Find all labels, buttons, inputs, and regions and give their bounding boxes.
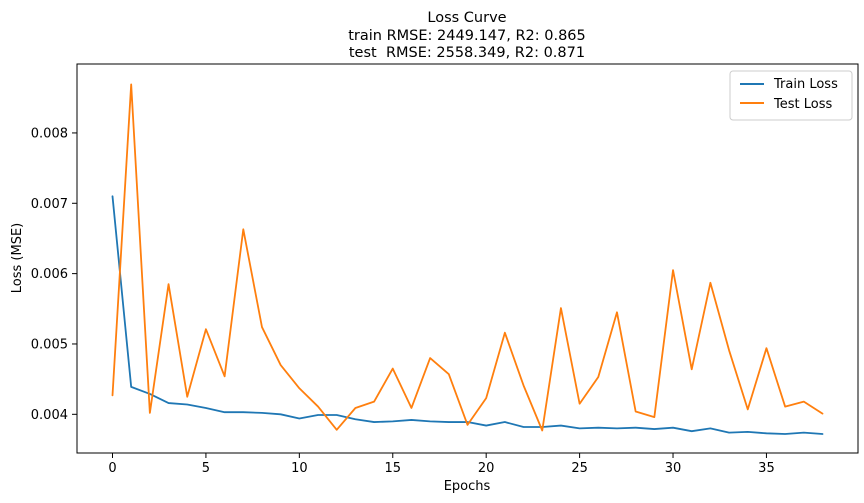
y-tick-label: 0.008 [31,126,68,141]
x-tick-label: 10 [291,461,308,476]
chart-title-line-1: Loss Curve [427,10,506,26]
series-line-test-loss [111,83,824,432]
y-tick-label: 0.004 [31,408,68,423]
x-tick-label: 15 [384,461,401,476]
y-tick-label: 0.006 [31,267,68,282]
chart-title-line-2: train RMSE: 2449.147, R2: 0.865 [348,28,586,44]
x-tick-label: 0 [108,461,116,476]
legend: Train Loss Test Loss [729,70,853,121]
y-axis-ticks: 0.004 0.005 0.006 0.007 0.008 [31,126,77,423]
series-line-train-loss [111,195,824,435]
x-axis-label: Epochs [444,479,491,494]
x-axis-ticks: 0 5 10 15 20 25 30 35 [108,453,775,476]
chart-title-line-3: test RMSE: 2558.349, R2: 0.871 [349,45,585,61]
legend-label-test-loss: Test Loss [773,97,832,112]
x-tick-label: 5 [202,461,210,476]
y-tick-label: 0.005 [31,337,68,352]
y-tick-label: 0.007 [31,197,68,212]
series-lines [111,83,824,435]
x-tick-label: 35 [758,461,775,476]
x-tick-label: 20 [478,461,495,476]
plot-area-frame [76,63,859,454]
x-tick-label: 30 [665,461,682,476]
legend-label-train-loss: Train Loss [773,77,838,92]
y-axis-label: Loss (MSE) [10,223,25,293]
x-tick-label: 25 [571,461,588,476]
